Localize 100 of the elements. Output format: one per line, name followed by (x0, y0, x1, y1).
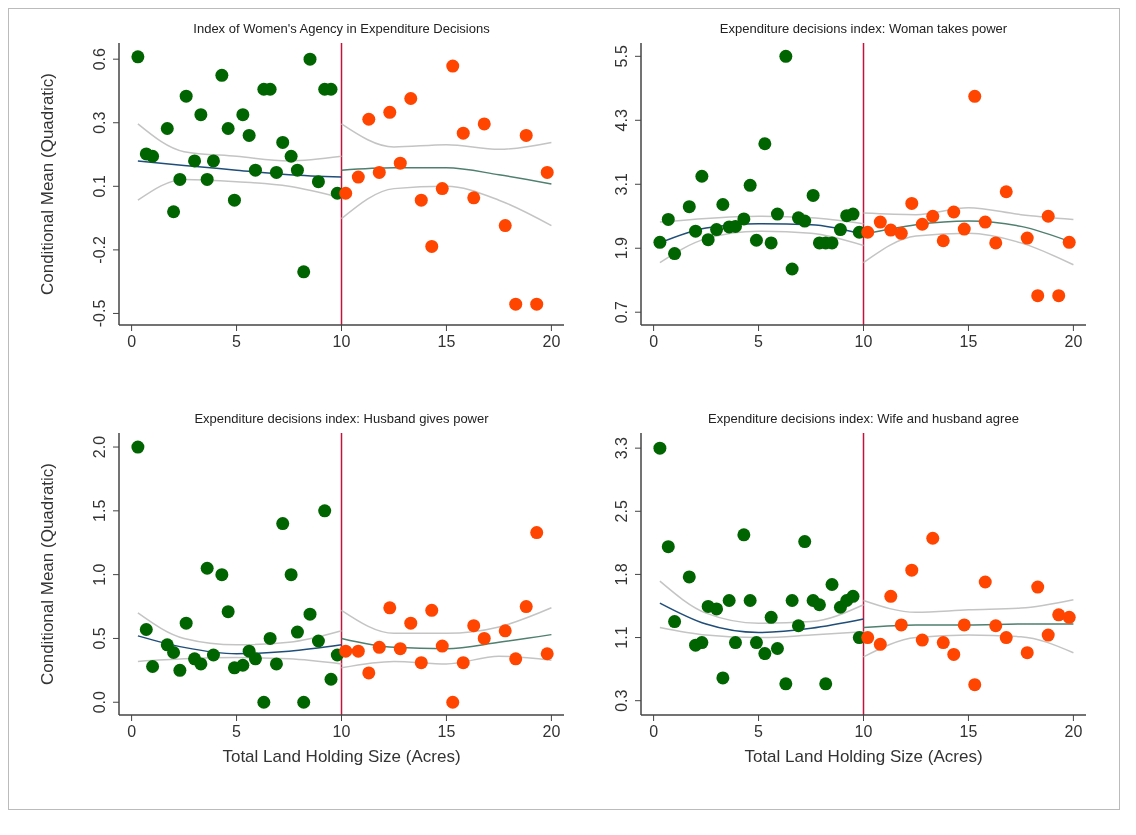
y-tick-label: 0.7 (613, 300, 630, 324)
point (290, 625, 304, 639)
point (167, 205, 181, 219)
line-series (340, 123, 553, 151)
point (540, 165, 554, 179)
point (749, 636, 763, 650)
x-tick-label: 10 (332, 723, 351, 740)
point (1041, 628, 1055, 642)
point (467, 619, 481, 633)
point (404, 616, 418, 630)
point (351, 644, 365, 658)
point (1062, 610, 1076, 624)
point (311, 634, 325, 648)
x-tick-label: 20 (542, 723, 561, 740)
point (791, 619, 805, 633)
point (682, 200, 696, 214)
point (947, 205, 961, 219)
point (999, 631, 1013, 645)
point (498, 624, 512, 638)
point (819, 677, 833, 691)
point (362, 666, 376, 680)
point (833, 223, 847, 237)
y-tick-label: 5.5 (613, 45, 630, 68)
point (318, 504, 332, 518)
line-series (862, 598, 1075, 614)
line-series (862, 634, 1075, 658)
line-series (659, 230, 865, 264)
point (215, 68, 229, 82)
point (297, 695, 311, 709)
point (825, 578, 839, 592)
x-tick-label: 15 (959, 723, 978, 740)
line-series (659, 602, 865, 634)
point (1041, 209, 1055, 223)
point (290, 163, 304, 177)
x-tick-label: 10 (854, 333, 873, 350)
point (785, 594, 799, 608)
point (509, 297, 523, 311)
y-tick-label: 2.0 (91, 435, 108, 459)
point (1031, 289, 1045, 303)
point (758, 137, 772, 151)
point (978, 575, 992, 589)
chart-title: Expenditure decisions index: Husband gives power (193, 411, 490, 426)
point (861, 631, 875, 645)
x-axis-title: Total Land Holding Size (Acres) (743, 747, 984, 767)
point (1052, 289, 1066, 303)
point (695, 636, 709, 650)
point (1062, 235, 1076, 249)
point (710, 223, 724, 237)
chart-title: Index of Women's Agency in Expenditure Decisions (192, 21, 491, 36)
point (915, 633, 929, 647)
point (263, 631, 277, 645)
point (276, 135, 290, 149)
point (540, 647, 554, 661)
x-tick-label: 15 (959, 333, 978, 350)
point (905, 196, 919, 210)
point (179, 616, 193, 630)
point (200, 172, 214, 186)
point (446, 695, 460, 709)
x-tick-label: 15 (437, 333, 456, 350)
point (743, 594, 757, 608)
line-series (862, 206, 1075, 221)
x-tick-label: 10 (854, 723, 873, 740)
point (311, 175, 325, 189)
point (236, 658, 250, 672)
point (926, 531, 940, 545)
point (894, 226, 908, 240)
point (242, 128, 256, 142)
point (737, 528, 751, 542)
point (873, 637, 887, 651)
point (743, 178, 757, 192)
point (257, 695, 271, 709)
point (689, 224, 703, 238)
point (269, 657, 283, 671)
point (722, 594, 736, 608)
point (716, 671, 730, 685)
y-tick-label: 3.3 (613, 436, 630, 460)
point (339, 644, 353, 658)
x-tick-label: 20 (1064, 723, 1083, 740)
point (200, 561, 214, 575)
y-tick-label: 4.3 (613, 109, 630, 132)
y-tick-label: 0.5 (91, 627, 108, 650)
point (936, 636, 950, 650)
point (770, 207, 784, 221)
point (779, 677, 793, 691)
point (362, 112, 376, 126)
point (173, 663, 187, 677)
point (947, 647, 961, 661)
point (248, 652, 262, 666)
point (519, 600, 533, 614)
y-tick-label: 2.5 (613, 500, 630, 523)
y-tick-label: 0.0 (91, 691, 108, 714)
point (131, 440, 145, 454)
point (131, 50, 145, 64)
point (467, 191, 481, 205)
point (269, 165, 283, 179)
point (770, 642, 784, 655)
y-axis-title: Conditional Mean (Quadratic) (38, 72, 58, 296)
point (894, 618, 908, 632)
point (284, 568, 298, 582)
x-tick-label: 0 (127, 723, 137, 740)
